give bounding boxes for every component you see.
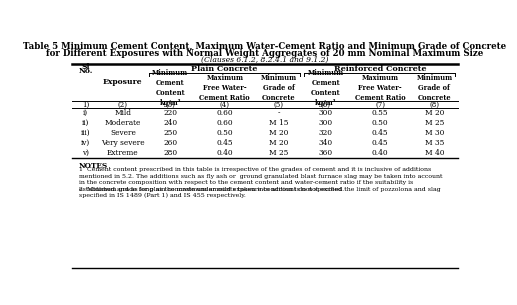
Text: Minimum
Grade of
Concrete: Minimum Grade of Concrete [261,74,297,102]
Text: M 20: M 20 [269,139,288,147]
Text: Plain Concrete: Plain Concrete [191,65,257,73]
Text: for Different Exposures with Normal Weight Aggregates of 20 mm Nominal Maximum S: for Different Exposures with Normal Weig… [47,49,483,58]
Text: Minimum
Cement
Content
kg/m³: Minimum Cement Content kg/m³ [152,69,188,106]
Text: i): i) [83,109,88,117]
Text: 0.55: 0.55 [372,109,389,117]
Text: Sl: Sl [82,63,90,71]
Text: No.: No. [79,67,93,75]
Text: 300: 300 [318,119,333,127]
Text: 1): 1) [82,101,89,109]
Text: Mild: Mild [114,109,131,117]
Text: Reinforced Concrete: Reinforced Concrete [333,65,426,73]
Text: v): v) [82,149,89,157]
Text: 220: 220 [163,109,177,117]
Text: 240: 240 [163,119,177,127]
Text: 0.45: 0.45 [372,129,389,137]
Text: M 15: M 15 [269,119,288,127]
Text: 0.40: 0.40 [217,149,233,157]
Text: 0.40: 0.40 [372,149,389,157]
Text: 2  Minimum grade for plain concrete under mild exposure condition is not specifi: 2 Minimum grade for plain concrete under… [79,187,344,192]
Text: Moderate: Moderate [104,119,141,127]
Text: M 40: M 40 [424,149,444,157]
Text: Severe: Severe [110,129,136,137]
Text: Maximum
Free Water-
Cement Ratio: Maximum Free Water- Cement Ratio [355,74,406,102]
Text: 0.60: 0.60 [217,109,233,117]
Text: M 25: M 25 [424,119,444,127]
Text: 0.45: 0.45 [217,139,233,147]
Text: ii): ii) [82,119,89,127]
Text: M 30: M 30 [424,129,444,137]
Text: 250: 250 [163,129,177,137]
Text: (5): (5) [274,101,284,109]
Text: Very severe: Very severe [101,139,145,147]
Text: M 35: M 35 [424,139,444,147]
Text: (2): (2) [118,101,128,109]
Text: 0.50: 0.50 [372,119,389,127]
Text: 360: 360 [318,149,333,157]
Text: M 20: M 20 [269,129,288,137]
Text: 0.60: 0.60 [217,119,233,127]
Text: iii): iii) [81,129,90,137]
Text: -: - [278,109,280,117]
Text: (8): (8) [430,101,439,109]
Text: (6): (6) [321,101,331,109]
Text: 280: 280 [163,149,177,157]
Text: (Clauses 6.1.2, 8.2.4.1 and 9.1.2): (Clauses 6.1.2, 8.2.4.1 and 9.1.2) [201,56,329,64]
Text: Minimum
Grade of
Concrete: Minimum Grade of Concrete [416,74,452,102]
Text: (7): (7) [375,101,385,109]
Text: Table 5 Minimum Cement Content, Maximum Water-Cement Ratio and Minimum Grade of : Table 5 Minimum Cement Content, Maximum … [23,42,507,51]
Text: (4): (4) [220,101,230,109]
Text: Exposure: Exposure [103,78,143,86]
Text: Minimum
Cement
Content
kg/m³: Minimum Cement Content kg/m³ [308,69,344,106]
Text: 1  Cement content prescribed in this table is irrespective of the grades of ceme: 1 Cement content prescribed in this tabl… [79,167,442,199]
Text: 260: 260 [163,139,177,147]
Text: M 20: M 20 [424,109,444,117]
Text: M 25: M 25 [269,149,288,157]
Text: (3): (3) [165,101,175,109]
Text: NOTES: NOTES [79,162,108,170]
Text: 300: 300 [318,109,333,117]
Text: iv): iv) [81,139,90,147]
Text: Maximum
Free Water-
Cement Ratio: Maximum Free Water- Cement Ratio [200,74,250,102]
Text: 0.50: 0.50 [217,129,233,137]
Text: 340: 340 [318,139,333,147]
Text: 320: 320 [318,129,333,137]
Text: 0.45: 0.45 [372,139,389,147]
Text: Extreme: Extreme [107,149,139,157]
